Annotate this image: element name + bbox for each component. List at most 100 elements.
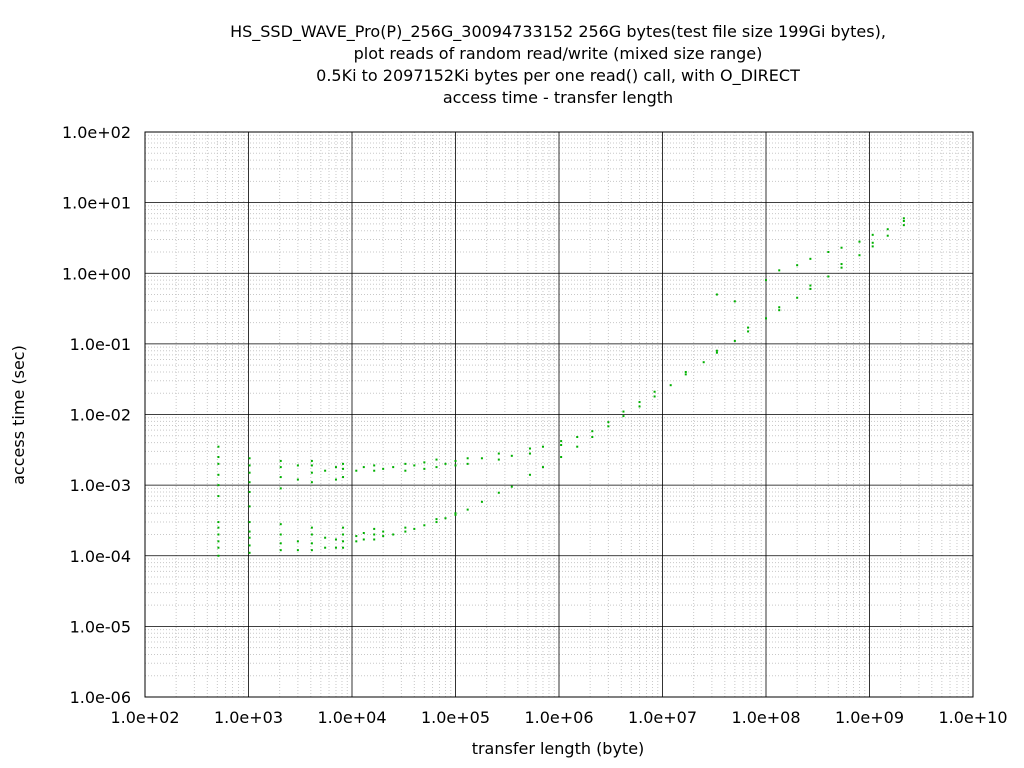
data-point: [902, 224, 905, 227]
data-point: [435, 518, 438, 521]
data-point: [653, 390, 656, 393]
data-point: [279, 542, 282, 545]
data-point: [373, 533, 376, 536]
plot-frame: [144, 131, 974, 698]
y-axis-ticks: 1.0e+02 1.0e+01 1.0e+00 1.0e-01 1.0e-02 1.0e-…: [62, 123, 131, 707]
data-point: [858, 254, 861, 257]
data-point: [669, 384, 672, 387]
data-point: [324, 546, 327, 549]
data-point: [310, 526, 313, 529]
data-point: [217, 521, 220, 524]
y-tick-label: 1.0e-02: [70, 406, 131, 425]
data-point: [497, 452, 500, 455]
data-point: [217, 495, 220, 498]
data-point: [886, 228, 889, 231]
data-point: [342, 526, 345, 529]
data-point: [413, 527, 416, 530]
data-point: [902, 219, 905, 222]
data-point: [248, 505, 251, 508]
data-point: [279, 466, 282, 469]
x-tick-label: 1.0e+09: [835, 708, 904, 727]
data-point: [248, 471, 251, 474]
data-point: [480, 500, 483, 503]
data-point: [248, 490, 251, 493]
data-point: [373, 538, 376, 541]
data-point: [217, 540, 220, 543]
data-point: [684, 373, 687, 376]
data-point: [342, 467, 345, 470]
y-tick-label: 1.0e-03: [70, 476, 131, 495]
data-point: [454, 464, 457, 467]
data-point: [715, 351, 718, 354]
data-point: [362, 531, 365, 534]
x-tick-label: 1.0e+04: [317, 708, 386, 727]
data-point: [638, 405, 641, 408]
chart-title-line-1: HS_SSD_WAVE_Pro(P)_256G_30094733152 256G…: [230, 22, 886, 42]
data-point: [392, 466, 395, 469]
data-point: [382, 530, 385, 533]
data-point: [248, 457, 251, 460]
y-tick-label: 1.0e+02: [62, 123, 131, 142]
data-point: [217, 484, 220, 487]
data-point: [733, 339, 736, 342]
data-point: [373, 527, 376, 530]
y-tick-label: 1.0e+01: [62, 194, 131, 213]
data-point: [871, 241, 874, 244]
data-point: [444, 517, 447, 520]
chart-title-line-3: 0.5Ki to 2097152Ki bytes per one read() …: [316, 66, 800, 86]
data-point: [886, 234, 889, 237]
data-point: [715, 293, 718, 296]
data-point: [334, 478, 337, 481]
data-point: [423, 461, 426, 464]
data-point: [310, 542, 313, 545]
data-point: [653, 395, 656, 398]
data-point: [413, 464, 416, 467]
data-point: [334, 466, 337, 469]
data-point: [622, 415, 625, 418]
data-point: [248, 536, 251, 539]
data-point: [310, 471, 313, 474]
data-point: [480, 457, 483, 460]
data-point: [702, 361, 705, 364]
data-point: [840, 263, 843, 266]
data-point: [435, 521, 438, 524]
data-point: [382, 467, 385, 470]
data-point: [373, 469, 376, 472]
data-point: [279, 533, 282, 536]
data-point: [355, 540, 358, 543]
data-point: [497, 458, 500, 461]
data-point: [324, 536, 327, 539]
data-point: [778, 269, 781, 272]
data-point: [279, 549, 282, 552]
data-point: [733, 300, 736, 303]
x-axis-label: transfer length (byte): [472, 739, 645, 758]
data-point: [248, 551, 251, 554]
data-point: [310, 464, 313, 467]
data-point: [576, 436, 579, 439]
y-tick-label: 1.0e-06: [70, 688, 131, 707]
data-point: [435, 466, 438, 469]
data-point: [840, 266, 843, 269]
x-tick-label: 1.0e+06: [524, 708, 593, 727]
data-point: [296, 464, 299, 467]
data-point: [342, 462, 345, 465]
data-point: [454, 513, 457, 516]
data-point: [373, 464, 376, 467]
data-point: [765, 279, 767, 282]
data-point: [809, 257, 812, 260]
data-point: [310, 549, 313, 552]
data-point: [827, 250, 830, 253]
y-axis-label: access time (sec): [9, 345, 28, 485]
data-point: [310, 459, 313, 462]
data-point: [497, 491, 500, 494]
data-point: [541, 445, 544, 448]
data-point: [466, 462, 469, 465]
data-point: [591, 430, 594, 433]
data-point: [217, 554, 220, 557]
data-point: [404, 462, 407, 465]
data-point: [279, 459, 282, 462]
data-point: [382, 535, 385, 538]
data-point: [435, 458, 438, 461]
data-point: [778, 309, 781, 312]
data-point: [342, 533, 345, 536]
